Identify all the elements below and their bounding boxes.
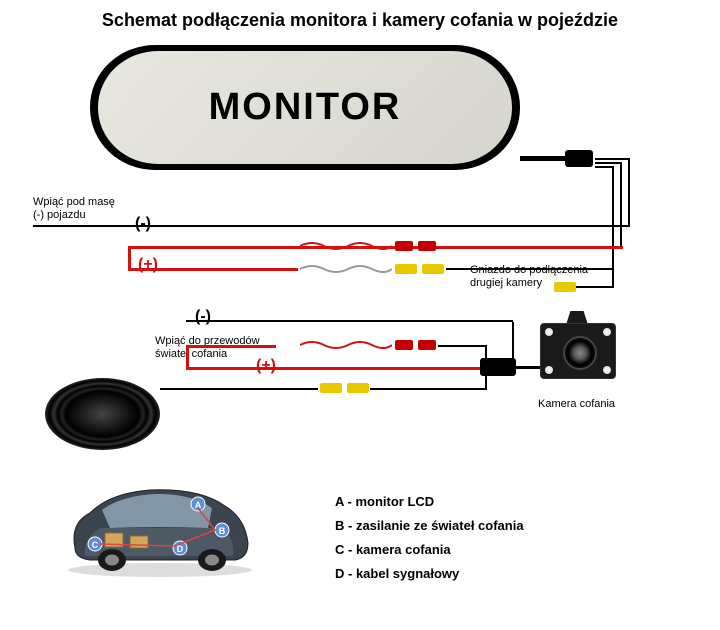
junction-minus-v — [512, 322, 514, 367]
wire-out-1 — [595, 158, 630, 160]
connector-yellow-2 — [320, 383, 342, 393]
junction-feed-1 — [438, 345, 486, 347]
label-second-camera: Gniazdo do podłączeniadrugiej kamery — [470, 264, 588, 290]
svg-text:C: C — [92, 540, 99, 550]
legend-c: C - kamera cofania — [335, 538, 524, 562]
wire-camera-minus — [186, 320, 513, 322]
connector-red-1 — [395, 241, 413, 251]
wire-out-2 — [595, 162, 622, 164]
wire-out-1v — [628, 158, 630, 225]
cable-coil — [45, 378, 160, 450]
polarity-plus-2: (+) — [256, 357, 276, 375]
monitor-label: MONITOR — [209, 86, 402, 129]
junction-feed-1v — [485, 345, 487, 359]
label-camera: Kamera cofania — [538, 398, 615, 411]
connector-red-1b — [418, 241, 436, 251]
legend: A - monitor LCD B - zasilanie ze świateł… — [335, 490, 524, 586]
legend-d: D - kabel sygnałowy — [335, 562, 524, 586]
camera-junction — [480, 358, 516, 376]
car-illustration: A B C D — [60, 478, 260, 598]
diagram-title: Schemat podłączenia monitora i kamery co… — [0, 0, 720, 31]
label-reverse-light: Wpiąć do przewodówświateł cofania — [155, 335, 260, 361]
reverse-camera — [540, 323, 614, 391]
connector-yellow-1b — [422, 264, 444, 274]
legend-a: A - monitor LCD — [335, 490, 524, 514]
wire-camera-plus — [186, 367, 511, 370]
connector-red-2 — [395, 340, 413, 350]
legend-b: B - zasilanie ze świateł cofania — [335, 514, 524, 538]
polarity-minus-2: (-) — [195, 308, 211, 326]
wire-coil-feed — [160, 388, 318, 390]
mirror-cable-stub — [520, 156, 565, 161]
wire-top-black — [33, 225, 630, 227]
connector-red-2b — [418, 340, 436, 350]
junction-feed-2v — [485, 376, 487, 390]
polarity-plus-1: (+) — [138, 256, 158, 274]
polarity-minus-1: (-) — [135, 215, 151, 233]
wire-signal-to-cam — [370, 388, 485, 390]
mirror-plug — [565, 150, 593, 167]
wire-out-2v — [620, 162, 622, 247]
label-mass: Wpiąć pod masę(-) pojazdu — [33, 196, 115, 222]
svg-text:B: B — [219, 526, 226, 536]
connector-yellow-1 — [395, 264, 417, 274]
connector-yellow-2b — [347, 383, 369, 393]
wire-camera-plus-v — [186, 345, 189, 369]
wire-camera-plus-h1 — [186, 345, 276, 348]
monitor-mirror: MONITOR — [90, 45, 520, 175]
